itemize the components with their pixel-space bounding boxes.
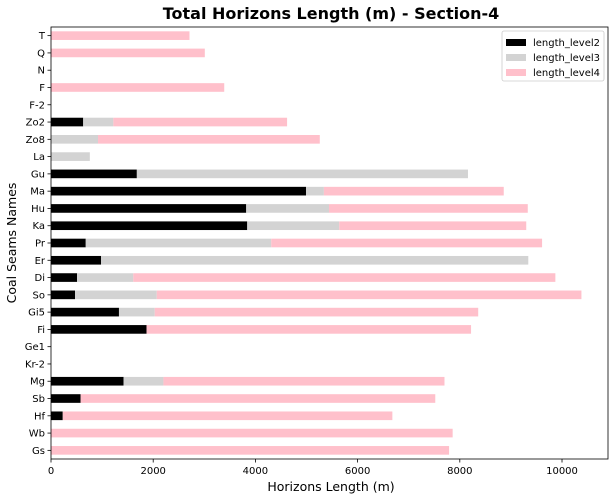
bar-Gu-length_level3: [136, 169, 468, 179]
bar-So-length_level4: [156, 290, 582, 300]
bar-Wb-length_level4: [51, 428, 453, 438]
y-tick-label: Hu: [31, 204, 45, 215]
y-tick-label: Ge1: [25, 342, 45, 353]
y-tick-label: F-2: [29, 100, 45, 111]
bar-F-length_level4: [51, 83, 225, 92]
legend-box: [501, 30, 605, 82]
x-axis: 0 2000 4000 6000 8000 10000: [48, 459, 578, 477]
legend-label: length_level2: [533, 38, 600, 49]
bar-Zo8-length_level3: [51, 135, 99, 144]
bar-Zo2-length_level2: [51, 117, 84, 127]
y-tick-label: Zo2: [26, 118, 45, 129]
bar-Mg-length_level3: [123, 376, 164, 386]
y-tick-label: Gs: [32, 446, 45, 457]
bar-Di-length_level4: [133, 273, 556, 282]
bar-Gs-length_level4: [51, 446, 450, 455]
bar-Hu-length_level2: [51, 204, 247, 213]
y-tick-label: Zo8: [26, 135, 45, 146]
bar-Gu-length_level2: [51, 169, 137, 179]
bar-So-length_level3: [75, 290, 157, 300]
bar-Zo2-length_level4: [113, 117, 288, 127]
x-tick-label: 2000: [140, 466, 165, 477]
bar-Fi-length_level2: [51, 325, 147, 334]
y-tick-label: So: [33, 290, 45, 301]
y-tick-label: F: [39, 83, 45, 94]
y-tick-label: Di: [35, 273, 45, 284]
legend-label: length_level4: [533, 68, 600, 79]
y-tick-label: Sb: [32, 394, 45, 405]
x-tick-label: 4000: [243, 466, 268, 477]
y-tick-label: Hf: [34, 411, 46, 422]
bar-Pr-length_level3: [85, 238, 272, 248]
y-tick-label: Er: [35, 256, 46, 267]
y-tick-label: Pr: [35, 239, 46, 250]
bar-Ka-length_level2: [51, 221, 248, 231]
bar-So-length_level2: [51, 290, 76, 300]
bar-Fi-length_level4: [146, 325, 472, 334]
bar-Ka-length_level3: [247, 221, 340, 231]
y-tick-label: Mg: [30, 377, 45, 388]
y-tick-label: Kr-2: [25, 359, 45, 370]
bar-Hf-length_level4: [62, 411, 393, 421]
bar-Gi5-length_level3: [118, 307, 155, 317]
y-axis-title: Coal Seams Names: [4, 183, 19, 304]
x-tick-label: 0: [48, 466, 54, 477]
bar-Sb-length_level2: [51, 394, 81, 403]
y-tick-label: Gu: [31, 169, 45, 180]
x-tick-label: 8000: [447, 466, 472, 477]
chart-title: Total Horizons Length (m) - Section-4: [163, 4, 500, 23]
bar-Ma-length_level2: [51, 186, 306, 196]
bar-Ma-length_level4: [323, 186, 504, 196]
bar-T-length_level4: [51, 31, 190, 40]
bar-Ka-length_level4: [339, 221, 527, 231]
bar-Hu-length_level4: [328, 204, 528, 213]
y-tick-label: La: [33, 152, 45, 163]
bars-group: [51, 31, 582, 455]
bar-Ma-length_level3: [305, 186, 324, 196]
bar-Zo2-length_level3: [83, 117, 114, 127]
bar-Er-length_level2: [51, 255, 102, 265]
bar-Sb-length_level4: [80, 394, 436, 403]
legend-swatch: [506, 54, 526, 61]
bar-Q-length_level4: [51, 48, 205, 58]
bar-Hf-length_level2: [51, 411, 63, 421]
y-tick-label: T: [38, 31, 46, 42]
bar-Gi5-length_level2: [51, 307, 119, 317]
bar-Di-length_level3: [77, 273, 134, 282]
bar-Pr-length_level2: [51, 238, 86, 248]
y-tick-label: N: [38, 66, 45, 77]
bar-Mg-length_level2: [51, 376, 124, 386]
x-tick-label: 6000: [345, 466, 370, 477]
y-tick-label: Fi: [37, 325, 45, 336]
bar-Mg-length_level4: [163, 376, 445, 386]
bar-Zo8-length_level4: [98, 135, 320, 144]
y-tick-label: Ka: [32, 221, 45, 232]
x-tick-label: 10000: [546, 466, 578, 477]
y-tick-label: Q: [37, 48, 45, 59]
bar-Er-length_level3: [101, 255, 529, 265]
y-tick-label: Ma: [30, 187, 45, 198]
legend-swatch: [506, 39, 526, 46]
legend-swatch: [506, 69, 526, 76]
bar-Di-length_level2: [51, 273, 78, 282]
y-axis: Gs Wb Hf Sb Mg Kr-2 Ge1 Fi Gi5 So Di Er Pr Ka Hu Ma Gu La…: [25, 31, 51, 457]
legend-label: length_level3: [533, 53, 600, 64]
bar-La-length_level3: [51, 152, 90, 161]
y-tick-label: Wb: [29, 429, 45, 440]
x-axis-title: Horizons Length (m): [267, 479, 394, 494]
legend: length_level2 length_level3 length_level4: [501, 30, 605, 82]
bar-Gi5-length_level4: [154, 307, 479, 317]
bar-Hu-length_level3: [246, 204, 329, 213]
y-tick-label: Gi5: [28, 308, 45, 319]
bar-Pr-length_level4: [271, 238, 543, 248]
